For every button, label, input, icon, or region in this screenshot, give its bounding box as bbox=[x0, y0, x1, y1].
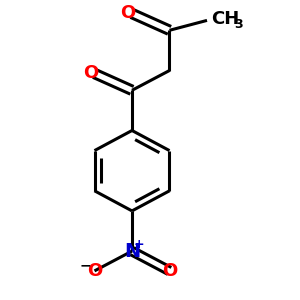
Text: O: O bbox=[162, 262, 177, 280]
Text: O: O bbox=[83, 64, 98, 82]
Text: 3: 3 bbox=[235, 18, 243, 31]
Text: N: N bbox=[124, 242, 140, 261]
Text: O: O bbox=[87, 262, 102, 280]
Text: +: + bbox=[133, 238, 144, 251]
Text: O: O bbox=[121, 4, 136, 22]
Text: −: − bbox=[79, 259, 91, 272]
Text: CH: CH bbox=[212, 11, 240, 28]
